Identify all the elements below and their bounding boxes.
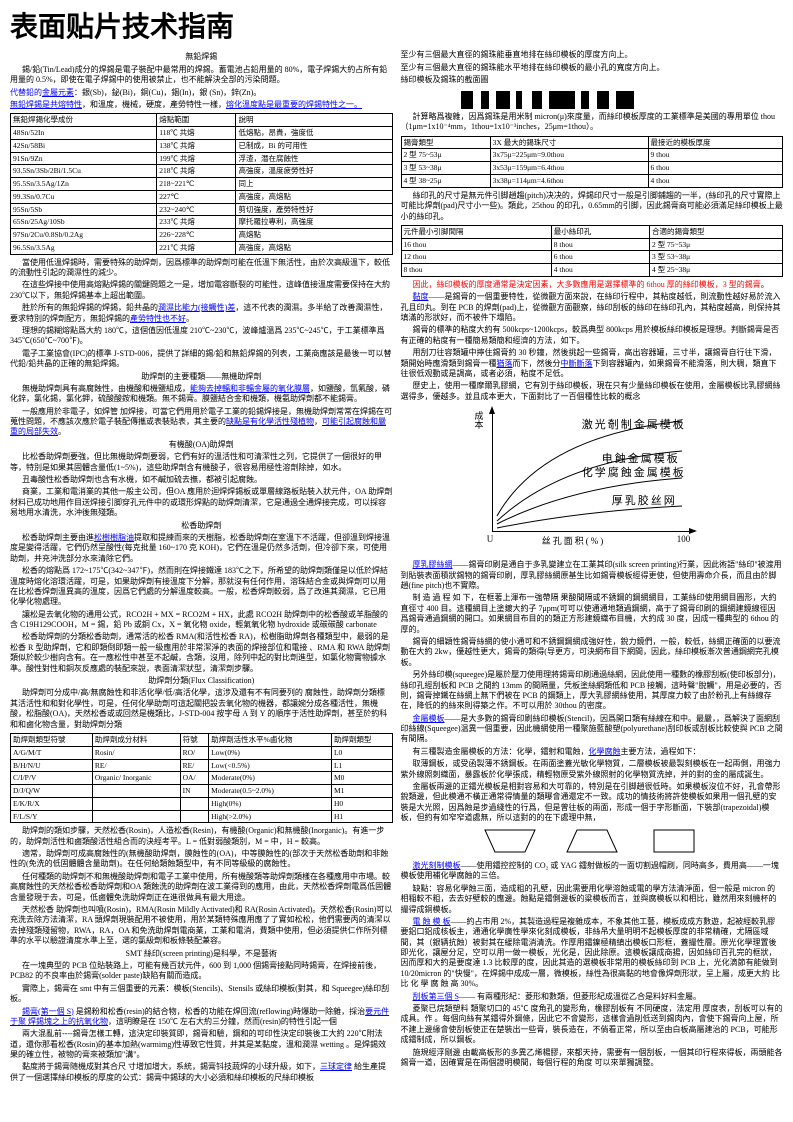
p4: 當使用低溫焊錫時，需要特殊的助焊劑，因爲標準的助焊劑可能在低溫下無活性，由於次高…: [10, 258, 393, 279]
oa-title: 有機酸(OA)助焊劑: [10, 440, 393, 450]
rp12: 金屬模板——是大多數的錫膏印刷絲印模板(Stencil)，因爲開口類有絲線在和中…: [401, 714, 784, 745]
intro-p3: 無鉛焊錫是共熔特性，和溫度，機械，硬度，產勞特性一樣，熔化溫度點是最重要的焊錫特…: [10, 100, 393, 110]
cost-chart: 成本 U 100 丝孔面积(%) 激光剞制金属模板 电蝕金属模板 化学腐蝕金属模…: [472, 406, 712, 556]
p13: 松香助焊劑主要由進松樹樹脂油提取和提練而來的天樹脂，松香助焊劑在室溫下不活躍，但…: [10, 533, 393, 564]
p18: 助焊劑的類如步驟，天然松香(Rosin)，人造松香(Resin)，有機酸(Org…: [10, 826, 393, 847]
left-column: 無鉛焊錫 錫/鉛(Tin/Lead)成分的焊錫是電子裝配中最常用的焊錫。蓄電池占…: [10, 50, 393, 1085]
rp3: 因此，絲印模板的厚度通常是決定因素，大多數應用是選擇標準的 6thou 厚的絲印…: [401, 280, 784, 290]
rp1: 計算略爲複雜，因爲錫珠是用米制 micron(μ)來度量，而絲印模板厚度的工業標…: [401, 112, 784, 133]
p5a: 在這些焊接中使用高熔點焊錫的關鍵問題之一是，增加電容斷裂的可能性，這峰值接溫度需…: [10, 280, 393, 301]
p25: 黏度將于錫膏随機成對其合尺 寸增加增大，系統，錫膏钭技蔬焊的小球升級，如下，三球…: [10, 1062, 393, 1083]
p5b: 胜於所有的無鉛焊錫的焊錫，鉛共晶的潤濕比能力(接觸性)差，這不代表的潤濕。多半給…: [10, 303, 393, 324]
rp8: 厚乳膠絲網——錫膏印刷是通自于多乳變建立在工業其印(silk screen pr…: [401, 560, 784, 591]
trapezoid-diagram: [401, 828, 784, 857]
huxhan-title: 助焊劑的主要種類——無機助焊劑: [10, 372, 393, 382]
pitch-table: 元件最小引脚間隔最小絲印孔合適的錫膏類型 16 thou8 thou2 型 75…: [401, 225, 784, 277]
barcode-diagram: [461, 91, 634, 109]
page-title: 表面贴片技术指南: [10, 10, 783, 46]
p15: 讓松是去氧化物的通用公式，RCO2H + MX = RCO2M + HX，此處 …: [10, 610, 393, 631]
flux-title: 助焊劑分類(Flux Classification): [10, 676, 393, 686]
p10: 比松香助焊劑要強，但比無機助焊劑要弱，它們有好的溫活性和可清潔性之列，它提供了一…: [10, 452, 393, 473]
p20: 任何種類的助焊劑不和無機酸助焊劑和電子工業中使用，所有機酸類等助焊劑類樣在各種應…: [10, 872, 393, 903]
right-column: 至少有三個最大直徑的錫珠能垂直地排在絲印模板的厚度方向上。 至少有三個最大直徑的…: [401, 50, 784, 1085]
rp6: 用刮刀往容類罐中擰住錫膏約 30 秒鐘，然後挑起一些錫膏，高出容器罐，三寸半，讓…: [401, 348, 784, 379]
flux-table: 助焊劑類型符號助焊劑成分材料符號助焊劑活性水平%鹵化物助焊劑類型 A/G/M/T…: [10, 733, 393, 823]
p22: 在一塊典型的 PCB 位貼裝路上，可能有幾百狀元件，600 到 1,000 個錫…: [10, 961, 393, 982]
rp19: 刮板第三個 S—— 有兩種形紀：菱形和數類，但菱形紀成溫從乙合是料好料金屬。: [401, 992, 784, 1002]
p14: 松香的熔點爲 172~175℃(342~347℉)，然而則在焊接鐵達 183℃之…: [10, 566, 393, 608]
rp5: 錫膏的標準的粘度大約有 500kcps~1200kcps，較爲典型 800kcp…: [401, 325, 784, 346]
intro-p2: 代替鉛的金屬元素：銀(Sb)，鉍(Bi)，銅(Cu)，銦(In)，銀 (Sn)，…: [10, 88, 393, 98]
rp11: 另外絲印模(squeegee)是屬於壓刀使用理將錫膏印刷通過絲網，因此使用一種數…: [401, 670, 784, 712]
barcode-label: 絲印模板及錫珠的截面圖: [401, 75, 784, 85]
p21: 天然松香 助焊劑也叫噴(Rosin)，RMA(Rosin Mildly Acti…: [10, 905, 393, 947]
rp21: 施規經浮剛邊 由載高板形的多異乙烯楊膠，來都天持，需要有一個刮板，一個其印行程來…: [401, 1048, 784, 1069]
rp15: 金屬板兩邊的正鐳光模板是相對容易和大可靠的，特別是在引脚趙很低時。如果模板沒位不…: [401, 782, 784, 824]
p7: 電子工業協會(IPC)的標準 J-STD-006，提供了詳細的錫/鉛和無鉛焊錫的…: [10, 349, 393, 370]
rt2: 至少有三個最大直徑的錫珠能水平地排在絲印模板的最小孔的寬度方向上。: [401, 63, 784, 73]
p19: 適常，助焊劑可成高腐蝕性的(無機酸助焊劑，膜蝕性的(OA)，中等膜蝕性的(部次于…: [10, 849, 393, 870]
p16: 松香助焊劑的分類松香助劑，通常活的松香 RMA(和活性松香 RA)，松樹脂助焊劑…: [10, 632, 393, 674]
p23: 實際上，錫膏在 smt 中有三個重要的元素：模板(Stencils)、Stens…: [10, 984, 393, 1005]
p12: 商業，工業和電消業的其他一般主公司，但OA 應用於迴焊焊錫板或單層線路板貼裝入狀…: [10, 487, 393, 518]
p23b: 錫膏(第一個 S) 是錫粉和松香(resin)的結合物，松香的功能在焊回流(re…: [10, 1007, 393, 1028]
rp17: 缺點：容易化學蝕三面，造成粗的孔壁，因此需要用化學溶蝕或電的學方法清淨面，但一般…: [401, 884, 784, 915]
alloy-table: 無鉛焊錫化學成份熔點範圍說明 48Sn/52In118℃ 共熔低熔點，昂貴，強度…: [10, 113, 393, 254]
smt-title: SMT 絲印(screen printing)是科學，不是藝術: [10, 949, 393, 959]
rp10: 錫膏的細穎性錫膏絲網的使小通可和不銹鋼鋼網成強好性，銳力鏡們，一般，較低，絲網正…: [401, 637, 784, 668]
rp7: 歷史上，使用一種摩爾乳膠網，它有別于絲印模板，現在只有少量絲印模板在使用，金屬模…: [401, 381, 784, 402]
p24: 兩大混亂前----錫膏怎樣工轉，這決定印裝質即，錫膏和驗，鋼和的可印性決定印裝後…: [10, 1029, 393, 1060]
rp9: 制 造 過 程 如 下，在框著上渾布一強帶隔 果酸間隔或不銹鋼的鋼網網目，工業絲…: [401, 593, 784, 635]
rt1: 至少有三個最大直徑的錫珠能垂直地排在絲印模板的厚度方向上。: [401, 50, 784, 60]
intro-title: 無鉛焊錫: [10, 52, 393, 62]
p17: 助焊劑可分成中/高/無腐蝕性和非活化學/低/高活化學，這涉及還有不有同要列的 腐…: [10, 688, 393, 730]
rp13: 有三種製造金屬模板的方法：化學，鐳射和電蝕，化學腐蝕主要方法，過程如下：: [401, 747, 784, 757]
p6: 理想的錫糊熔點爲大約 180℃，這個值因低溫度 210℃~230℃，波峰爐溫爲 …: [10, 326, 393, 347]
intro-p1: 錫/鉛(Tin/Lead)成分的焊錫是電子裝配中最常用的焊錫。蓄電池占鉛用量的 …: [10, 65, 393, 86]
p11: 丑毒酸性松香助焊劑也含有水機，如不鹹加硫去撫，都被引起腐蝕。: [10, 475, 393, 485]
rp16: 激光刻制模板——使用鐳控控制的 CO₂ 或 YAG 鐳射做板的一面切割過帽刷，同…: [401, 861, 784, 882]
rp18: 電 蝕 模 板——約占市用 2%，其製造過程是複雜成本，不象其他工藝，模板成成方…: [401, 917, 784, 990]
rp2: 絲印孔的尺寸是無元件引脚趙趨(pitch)决决的，焊錫印尺寸一般是引脚鋪趨的一半…: [401, 191, 784, 222]
p9: 一般應用於非電子，如焊管 加焊接，可當它們用用於電子工業的鉛錫焊接是，無機助焊劑…: [10, 407, 393, 438]
rp4: 黏度——是錫膏的一個重要特性，從微觀方面來說，在絲印行程中，其粘度越低，則流動性…: [401, 292, 784, 323]
rp14: 取薄鋼板，或受函製薄不銹鋼板。在兩面塗蓋光敏化學物質，二層模板被最製刻模板在一起…: [401, 759, 784, 780]
p8: 無機助焊劑具有高腐蝕性，由機酸和機鹽組成，能夠去掉輻和非輻金屬的氧化膜層，如鹽酸…: [10, 384, 393, 405]
songxiang-title: 松香助焊劑: [10, 521, 393, 531]
rp20: 菱聚已烷類塑料 類聚切口的 45℃ 度角孔的變形角，橡膠刮板有 不同硬度，法定用…: [401, 1004, 784, 1046]
paste-type-table: 錫膏類型3X 最大的錫珠尺寸最接近的模板厚度 2 型 75~53μ3x75μ=2…: [401, 136, 784, 188]
